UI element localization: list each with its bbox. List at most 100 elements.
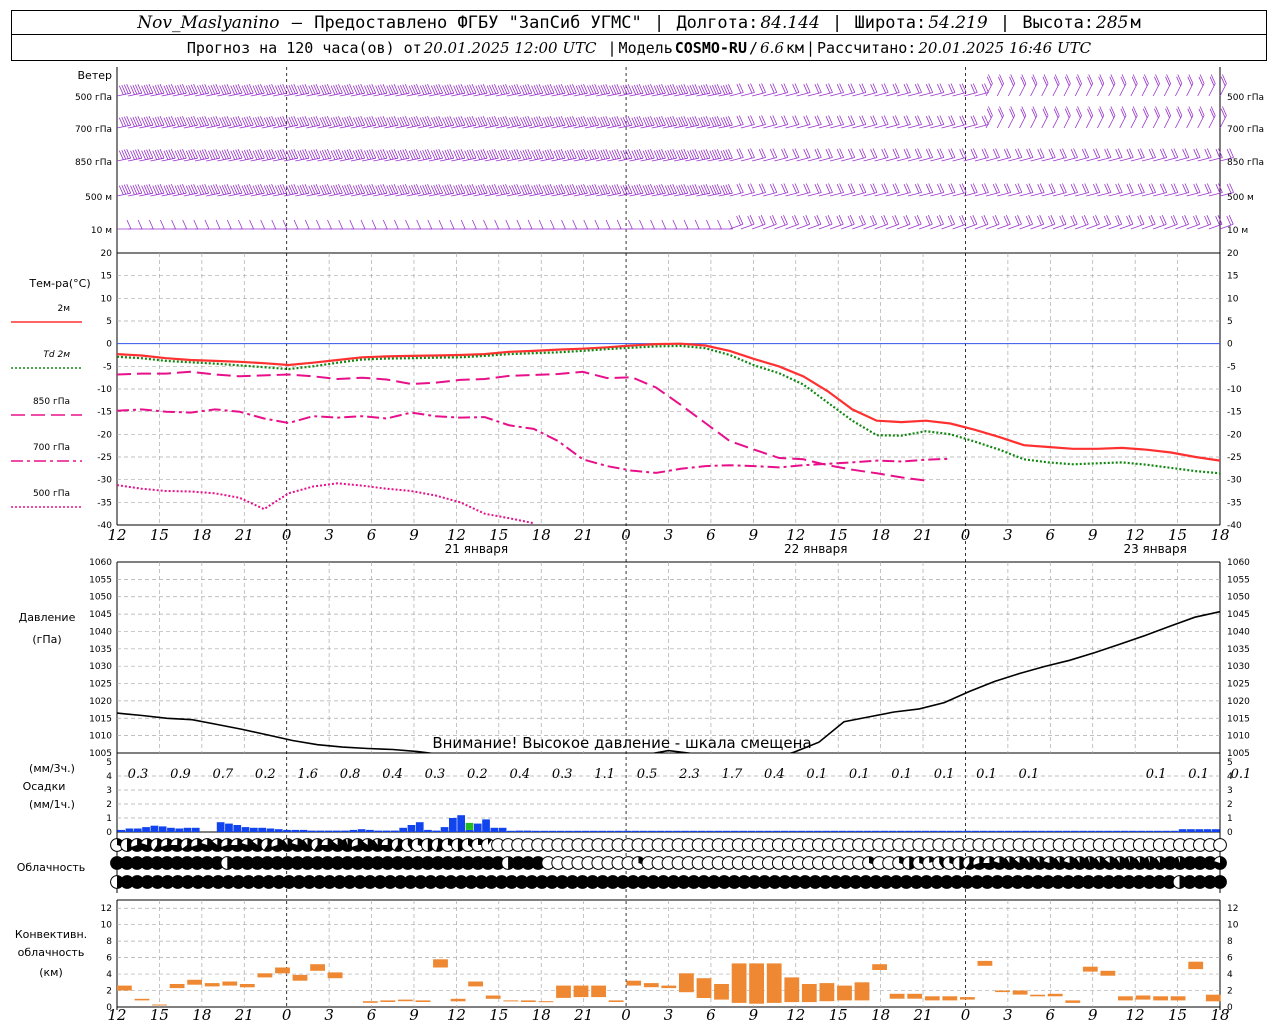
cloud-fill bbox=[210, 856, 224, 870]
cloud-fill bbox=[1092, 875, 1105, 889]
wind-barb bbox=[183, 184, 198, 197]
conv-ytick-right: 12 bbox=[1227, 904, 1238, 914]
wind-barb bbox=[863, 215, 877, 230]
wind-barb bbox=[272, 84, 288, 97]
cloud-fill bbox=[191, 875, 205, 889]
wind-barb bbox=[373, 184, 388, 197]
pres-ytick-left: 1055 bbox=[89, 575, 112, 585]
wind-barb bbox=[1163, 74, 1172, 97]
wind-barb bbox=[874, 215, 889, 230]
precip-bar bbox=[706, 830, 714, 832]
wind-barb bbox=[718, 149, 733, 162]
cloud-fill bbox=[343, 875, 357, 889]
precip-3h-sum: 0.2 bbox=[467, 767, 488, 782]
cloud-fill bbox=[261, 856, 274, 870]
wind-barb bbox=[584, 116, 600, 129]
cloud-fill bbox=[1193, 875, 1207, 889]
wind-barb bbox=[841, 215, 855, 230]
precip-bar bbox=[623, 830, 631, 832]
pres-ylabel: Давление bbox=[19, 611, 76, 624]
pres-ytick-left: 1005 bbox=[89, 749, 112, 759]
wind-barb bbox=[1041, 106, 1049, 129]
pres-ytick-right: 1060 bbox=[1227, 558, 1250, 568]
cloud-fill bbox=[879, 875, 893, 889]
wind-barb bbox=[807, 215, 822, 230]
wind-barb bbox=[128, 149, 143, 162]
wind-barb bbox=[217, 184, 232, 197]
wind-barb bbox=[674, 184, 689, 197]
wind-barb bbox=[473, 149, 488, 162]
wind-barb bbox=[807, 83, 822, 97]
wind-barb bbox=[1075, 215, 1089, 230]
wind-barb bbox=[261, 116, 276, 129]
x-tick-label: 18 bbox=[871, 1006, 890, 1024]
x-tick-label: 9 bbox=[749, 1006, 759, 1024]
wind-barb bbox=[518, 84, 533, 97]
wind-barb bbox=[763, 148, 778, 162]
temp-ytick-left: 0 bbox=[106, 340, 112, 350]
cloud-fill bbox=[697, 875, 711, 889]
precip-bar bbox=[258, 827, 266, 832]
prec-ytick-left: 3 bbox=[106, 786, 112, 796]
temp-ytick-right: -30 bbox=[1227, 476, 1242, 486]
cloud-fill bbox=[311, 856, 324, 870]
conv-bar bbox=[222, 981, 238, 986]
wind-barb bbox=[473, 184, 488, 197]
wind-barb bbox=[818, 115, 833, 129]
wind-barb bbox=[885, 215, 900, 230]
wind-barb bbox=[685, 149, 700, 162]
cloud-fill bbox=[531, 856, 545, 870]
cloud-fill bbox=[282, 875, 296, 889]
cloud-ylabel: Облачность bbox=[17, 861, 86, 874]
precip-3h-sum: 0.8 bbox=[340, 767, 361, 782]
cloud-fill bbox=[525, 875, 539, 889]
x-tick-label: 21 bbox=[573, 1006, 593, 1024]
cloud-fill bbox=[414, 875, 427, 889]
cloud-fill bbox=[431, 856, 445, 870]
convective-panel bbox=[117, 959, 1221, 1006]
cloud-fill bbox=[491, 856, 505, 870]
precip-3h-sum: 0.4 bbox=[509, 767, 530, 782]
conv-ytick-left: 12 bbox=[101, 904, 112, 914]
cloud-fill bbox=[920, 875, 933, 889]
wind-barb bbox=[317, 184, 332, 197]
cloud-fill bbox=[992, 856, 1006, 870]
cloud-fill bbox=[1183, 856, 1197, 870]
wind-barb bbox=[373, 149, 388, 162]
conv-bar bbox=[591, 985, 606, 998]
precip-bar bbox=[755, 830, 764, 832]
cloud-fill bbox=[1021, 875, 1035, 889]
temp-legend-label: Td 2м bbox=[43, 350, 70, 360]
wind-barb bbox=[1019, 183, 1034, 197]
wind-barb bbox=[295, 184, 310, 197]
cloud-fill bbox=[150, 856, 164, 870]
cloud-fill bbox=[1213, 875, 1227, 889]
conv-bar bbox=[503, 1000, 519, 1002]
wind-barb bbox=[373, 116, 388, 129]
wind-barb bbox=[117, 219, 132, 230]
wind-barb bbox=[1153, 148, 1168, 162]
cloud-fill bbox=[1041, 875, 1055, 889]
wind-barb bbox=[874, 148, 889, 162]
cloud-fill bbox=[421, 856, 435, 870]
precip-bar bbox=[697, 830, 706, 832]
cloud-fill bbox=[566, 875, 579, 889]
conv-bar bbox=[872, 964, 887, 970]
wind-barb bbox=[596, 116, 611, 129]
wind-barb bbox=[473, 84, 488, 97]
precip-bar bbox=[789, 830, 797, 832]
pres-ytick-left: 1030 bbox=[89, 662, 112, 672]
wind-barb bbox=[473, 116, 488, 129]
conv-ytick-right: 6 bbox=[1227, 954, 1233, 964]
precip-bar bbox=[1137, 830, 1146, 832]
wind-barb bbox=[183, 116, 198, 129]
cloud-fill bbox=[210, 838, 224, 852]
wind-barb bbox=[1186, 183, 1201, 197]
cloud-fill bbox=[471, 856, 485, 870]
wind-barb bbox=[852, 148, 867, 162]
cloud-fill bbox=[441, 856, 455, 870]
precip-bar bbox=[374, 830, 383, 832]
temp-ytick-right: 20 bbox=[1227, 249, 1239, 259]
temp-ytick-right: 5 bbox=[1227, 317, 1233, 327]
precip-bar bbox=[913, 830, 922, 832]
